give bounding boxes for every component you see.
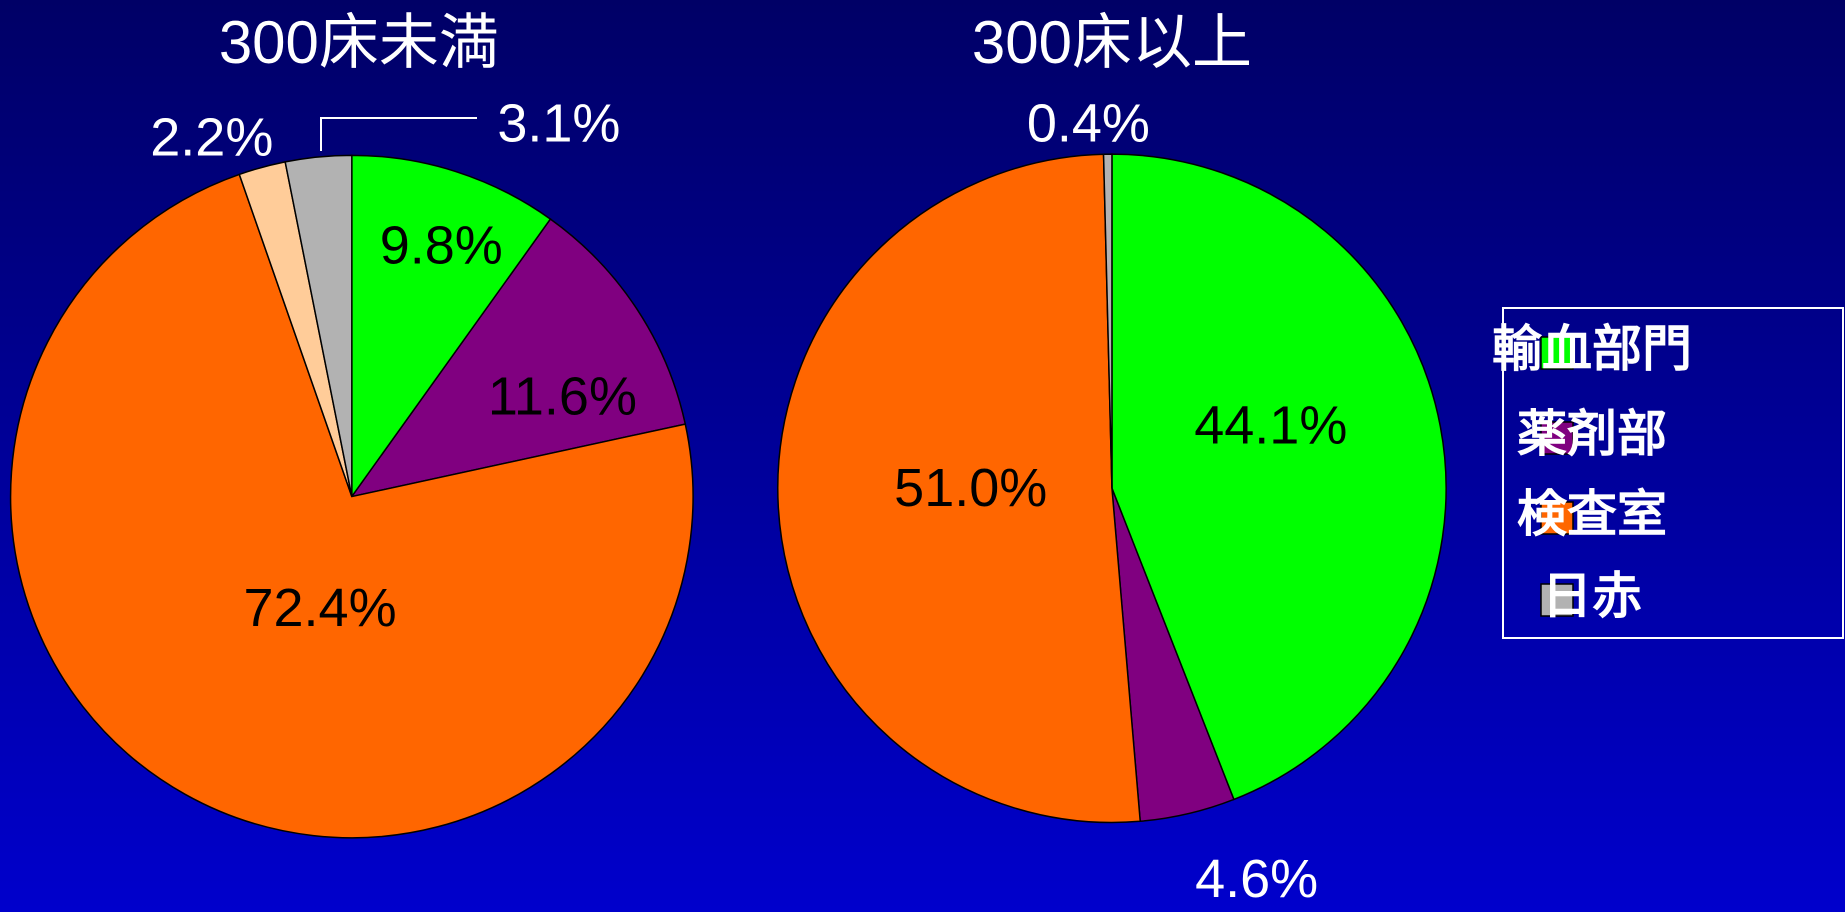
data-label: 2.2% (150, 107, 273, 167)
legend-label: 薬剤部 (1517, 406, 1667, 462)
legend-swatch (1540, 583, 1574, 617)
legend-swatch (1540, 501, 1574, 535)
pie-slice (351, 154, 552, 499)
pie-slice (350, 218, 687, 498)
data-label: 0.4% (1027, 93, 1150, 153)
data-label: 44.1% (1194, 396, 1347, 456)
chart-title: 300床未満 (219, 9, 499, 76)
data-label: 4.6% (1195, 849, 1318, 909)
pie-slice (1102, 153, 1113, 489)
leader-line (320, 117, 477, 151)
pie-slice (284, 154, 353, 497)
legend-label: 検査室 (1517, 486, 1667, 542)
data-label: 9.8% (380, 216, 503, 276)
legend-swatch (1540, 421, 1574, 455)
pie-slice (777, 153, 1142, 824)
pie-slice (9, 173, 694, 839)
legend-box (1502, 307, 1844, 639)
data-label: 51.0% (894, 458, 1047, 518)
legend-swatch (1540, 336, 1574, 370)
pie-slice (1111, 153, 1447, 801)
legend-label: 輸血部門 (1492, 321, 1692, 377)
data-label: 3.1% (497, 93, 620, 153)
chart-title: 300床以上 (972, 9, 1252, 76)
legend-label: 日赤 (1542, 568, 1642, 624)
data-label: 72.4% (243, 578, 396, 638)
data-label: 11.6% (488, 366, 637, 426)
